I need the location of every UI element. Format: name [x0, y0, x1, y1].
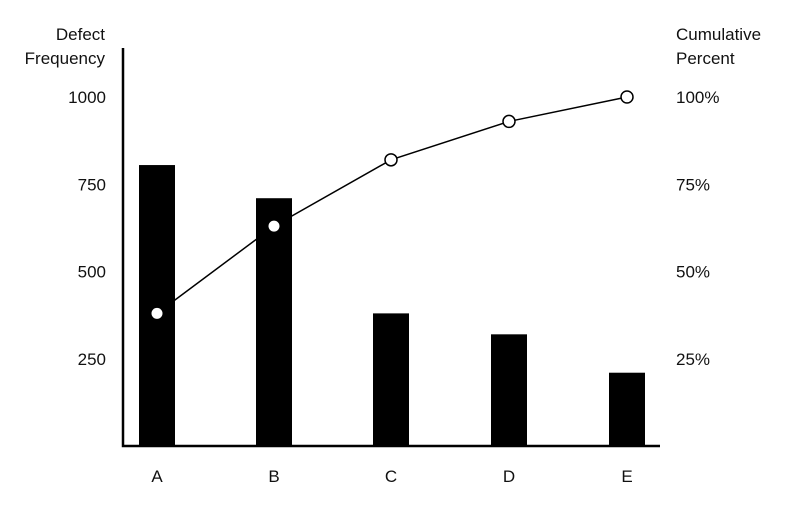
right-tick-label: 75% — [676, 175, 710, 194]
bar-a — [139, 165, 175, 446]
right-tick-label: 50% — [676, 263, 710, 282]
bar-e — [609, 372, 645, 446]
cumulative-point-d — [502, 114, 516, 129]
x-axis-labels: A B C D E — [151, 467, 632, 486]
x-tick-label: B — [268, 467, 279, 486]
bar-d — [491, 334, 527, 446]
right-axis-title-line-1: Cumulative — [676, 25, 761, 44]
right-axis-title-line-2: Percent — [676, 49, 735, 68]
left-tick-label: 1000 — [68, 88, 106, 107]
cumulative-percent-markers — [151, 90, 634, 319]
x-tick-label: E — [621, 467, 632, 486]
bar-b — [256, 198, 292, 446]
right-axis-ticks: 25% 50% 75% 100% — [676, 88, 719, 369]
cumulative-point-b — [268, 220, 280, 232]
cumulative-point-c — [384, 153, 398, 167]
left-axis-ticks: 250 500 750 1000 — [68, 88, 106, 369]
cumulative-point-e — [620, 90, 634, 104]
left-tick-label: 250 — [78, 350, 106, 369]
left-tick-label: 500 — [78, 263, 106, 282]
x-tick-label: D — [503, 467, 515, 486]
left-axis-title-line-1: Defect — [56, 25, 105, 44]
right-tick-label: 100% — [676, 88, 719, 107]
x-tick-label: A — [151, 467, 163, 486]
axes — [121, 48, 660, 448]
cumulative-point-a — [151, 307, 163, 319]
bar-series — [139, 165, 645, 446]
left-tick-label: 750 — [78, 175, 106, 194]
left-axis-title-line-2: Frequency — [25, 49, 106, 68]
right-tick-label: 25% — [676, 350, 710, 369]
cumulative-percent-line — [156, 96, 628, 314]
x-tick-label: C — [385, 467, 397, 486]
bar-c — [373, 313, 409, 446]
